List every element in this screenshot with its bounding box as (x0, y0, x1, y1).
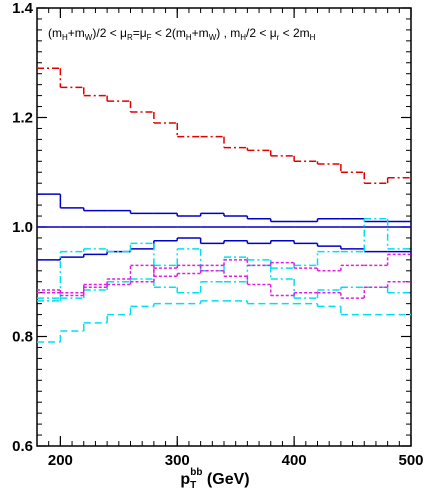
x-tick-label: 200 (48, 452, 73, 469)
x-label-unit: (GeV) (202, 471, 249, 488)
annotation-subscript: W (209, 33, 217, 42)
annotation-subscript: H (62, 33, 68, 42)
annotation-text: )/2 < μ (92, 26, 127, 40)
x-label-sup: bb (190, 467, 202, 478)
annotation-text: < 2m (279, 26, 309, 40)
y-tick-label: 1.4 (12, 0, 34, 17)
y-tick-label: 0.8 (12, 329, 33, 346)
annotation-text: +m (192, 26, 209, 40)
x-axis-label: pTbb (GeV) (180, 467, 249, 491)
annotation-subscript: H (240, 33, 246, 42)
annotation-text: +m (68, 26, 85, 40)
y-tick-label: 1.0 (12, 219, 33, 236)
x-tick-label: 300 (165, 452, 190, 469)
annotation-text: (m (48, 26, 62, 40)
annotation: (mH+mW)/2 < μR=μF < 2(mH+mW) , mH/2 < μr… (48, 26, 316, 42)
annotation-subscript: H (310, 33, 316, 42)
x-tick-label: 400 (282, 452, 307, 469)
annotation-subscript: R (127, 33, 133, 42)
annotation-subscript: H (186, 33, 192, 42)
annotation-text: ) , m (216, 26, 240, 40)
y-tick-label: 0.6 (12, 438, 33, 455)
x-tick-label: 500 (398, 452, 423, 469)
annotation-subscript: W (85, 33, 93, 42)
annotation-subscript: r (277, 33, 280, 42)
x-label-base: p (180, 471, 190, 488)
x-label-sub: T (190, 480, 196, 491)
annotation-subscript: F (147, 33, 152, 42)
annotation-text: =μ (133, 26, 147, 40)
y-tick-label: 1.2 (12, 110, 33, 127)
annotation-text: < 2(m (152, 26, 186, 40)
annotation-text: /2 < μ (246, 26, 277, 40)
